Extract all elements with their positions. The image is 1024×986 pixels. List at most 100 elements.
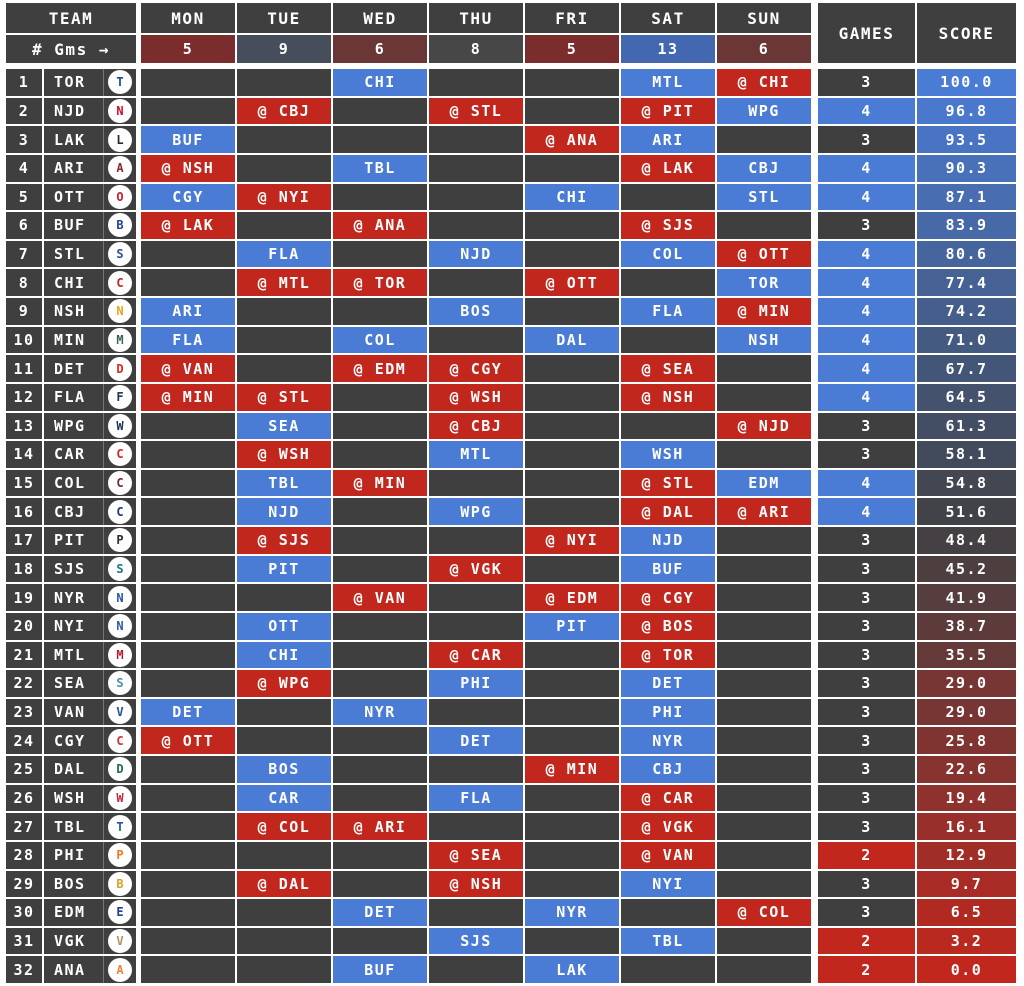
matchup-cell: @ EDM bbox=[525, 584, 619, 611]
matchup-cell bbox=[717, 641, 811, 669]
day-header-sun: SUN bbox=[717, 3, 811, 33]
matchup-cell bbox=[333, 498, 427, 525]
team-abbr: VGK bbox=[54, 932, 86, 951]
score-value: 38.7 bbox=[917, 612, 1016, 640]
matchup-cell bbox=[717, 355, 811, 382]
day-game-count-tue: 9 bbox=[237, 35, 331, 63]
score-value: 96.8 bbox=[917, 97, 1016, 125]
team-cell: CAR C bbox=[44, 441, 136, 468]
matchup-cell bbox=[333, 927, 427, 955]
matchup-cell bbox=[141, 69, 235, 96]
games-count: 4 bbox=[818, 240, 915, 268]
matchup-cell bbox=[141, 412, 235, 440]
matchup-cell bbox=[525, 841, 619, 869]
games-count-label: # Gms → bbox=[6, 35, 136, 63]
team-rank: 1 bbox=[6, 69, 42, 96]
matchup-cell: @ NYI bbox=[237, 183, 331, 211]
score-value: 74.2 bbox=[917, 298, 1016, 325]
matchup-cell: CHI bbox=[525, 183, 619, 211]
matchup-cell bbox=[237, 126, 331, 153]
score-value: 22.6 bbox=[917, 756, 1016, 783]
score-value: 29.0 bbox=[917, 670, 1016, 697]
matchup-cell: TBL bbox=[333, 154, 427, 182]
matchup-cell: @ ANA bbox=[333, 212, 427, 239]
team-abbr: TBL bbox=[54, 817, 86, 836]
matchup-cell bbox=[717, 841, 811, 869]
matchup-cell bbox=[525, 69, 619, 96]
matchup-cell: @ SJS bbox=[237, 527, 331, 554]
score-value: 12.9 bbox=[917, 841, 1016, 869]
day-header-sat: SAT bbox=[621, 3, 715, 33]
matchup-cell: PHI bbox=[429, 670, 523, 697]
games-count: 3 bbox=[818, 813, 915, 840]
matchup-cell: @ STL bbox=[429, 97, 523, 125]
matchup-cell: @ VAN bbox=[141, 355, 235, 382]
day-game-count-sat: 13 bbox=[621, 35, 715, 63]
matchup-cell: TBL bbox=[621, 927, 715, 955]
team-abbr: PIT bbox=[54, 531, 86, 550]
team-logo: S bbox=[108, 556, 132, 581]
team-cell: NYI N bbox=[44, 612, 136, 640]
matchup-cell bbox=[621, 899, 715, 926]
matchup-cell: @ CAR bbox=[621, 784, 715, 812]
matchup-cell bbox=[525, 154, 619, 182]
matchup-cell: @ MTL bbox=[237, 269, 331, 296]
games-count: 3 bbox=[818, 441, 915, 468]
matchup-cell: FLA bbox=[429, 784, 523, 812]
matchup-cell: CHI bbox=[237, 641, 331, 669]
team-cell: DAL D bbox=[44, 756, 136, 783]
team-cell: TOR T bbox=[44, 69, 136, 96]
team-cell: PHI P bbox=[44, 841, 136, 869]
matchup-cell: NJD bbox=[621, 527, 715, 554]
matchup-cell bbox=[333, 383, 427, 411]
matchup-cell bbox=[333, 612, 427, 640]
games-count: 3 bbox=[818, 555, 915, 583]
team-rank: 28 bbox=[6, 841, 42, 869]
score-value: 45.2 bbox=[917, 555, 1016, 583]
matchup-cell: @ CHI bbox=[717, 69, 811, 96]
matchup-cell bbox=[717, 756, 811, 783]
matchup-cell bbox=[333, 670, 427, 697]
team-abbr: ARI bbox=[54, 159, 86, 178]
team-cell: COL C bbox=[44, 469, 136, 497]
team-rank: 8 bbox=[6, 269, 42, 296]
team-cell: CBJ C bbox=[44, 498, 136, 525]
team-abbr: NSH bbox=[54, 302, 86, 321]
team-cell: NYR N bbox=[44, 584, 136, 611]
matchup-cell: @ OTT bbox=[717, 240, 811, 268]
score-value: 25.8 bbox=[917, 727, 1016, 754]
matchup-cell bbox=[525, 784, 619, 812]
score-value: 0.0 bbox=[917, 956, 1016, 983]
matchup-cell bbox=[141, 498, 235, 525]
matchup-cell bbox=[429, 326, 523, 354]
score-value: 51.6 bbox=[917, 498, 1016, 525]
matchup-cell bbox=[525, 298, 619, 325]
matchup-cell bbox=[333, 240, 427, 268]
team-abbr: CAR bbox=[54, 445, 86, 464]
matchup-cell bbox=[141, 841, 235, 869]
team-logo: A bbox=[108, 156, 132, 181]
day-header-mon: MON bbox=[141, 3, 235, 33]
matchup-cell: @ DAL bbox=[621, 498, 715, 525]
matchup-cell bbox=[621, 326, 715, 354]
games-count: 3 bbox=[818, 69, 915, 96]
matchup-cell: @ ANA bbox=[525, 126, 619, 153]
matchup-cell: BOS bbox=[237, 756, 331, 783]
matchup-cell bbox=[429, 698, 523, 726]
matchup-cell: @ ARI bbox=[717, 498, 811, 525]
matchup-cell: @ CGY bbox=[621, 584, 715, 611]
matchup-cell bbox=[429, 126, 523, 153]
matchup-cell bbox=[717, 612, 811, 640]
team-logo: C bbox=[108, 471, 132, 496]
matchup-cell bbox=[717, 555, 811, 583]
team-abbr: SJS bbox=[54, 559, 86, 578]
matchup-cell: @ STL bbox=[237, 383, 331, 411]
games-count: 3 bbox=[818, 641, 915, 669]
matchup-cell bbox=[717, 670, 811, 697]
matchup-cell bbox=[141, 584, 235, 611]
matchup-cell: DET bbox=[429, 727, 523, 754]
team-abbr: DET bbox=[54, 359, 86, 378]
matchup-cell bbox=[141, 469, 235, 497]
team-logo: B bbox=[108, 871, 132, 896]
team-rank: 9 bbox=[6, 298, 42, 325]
